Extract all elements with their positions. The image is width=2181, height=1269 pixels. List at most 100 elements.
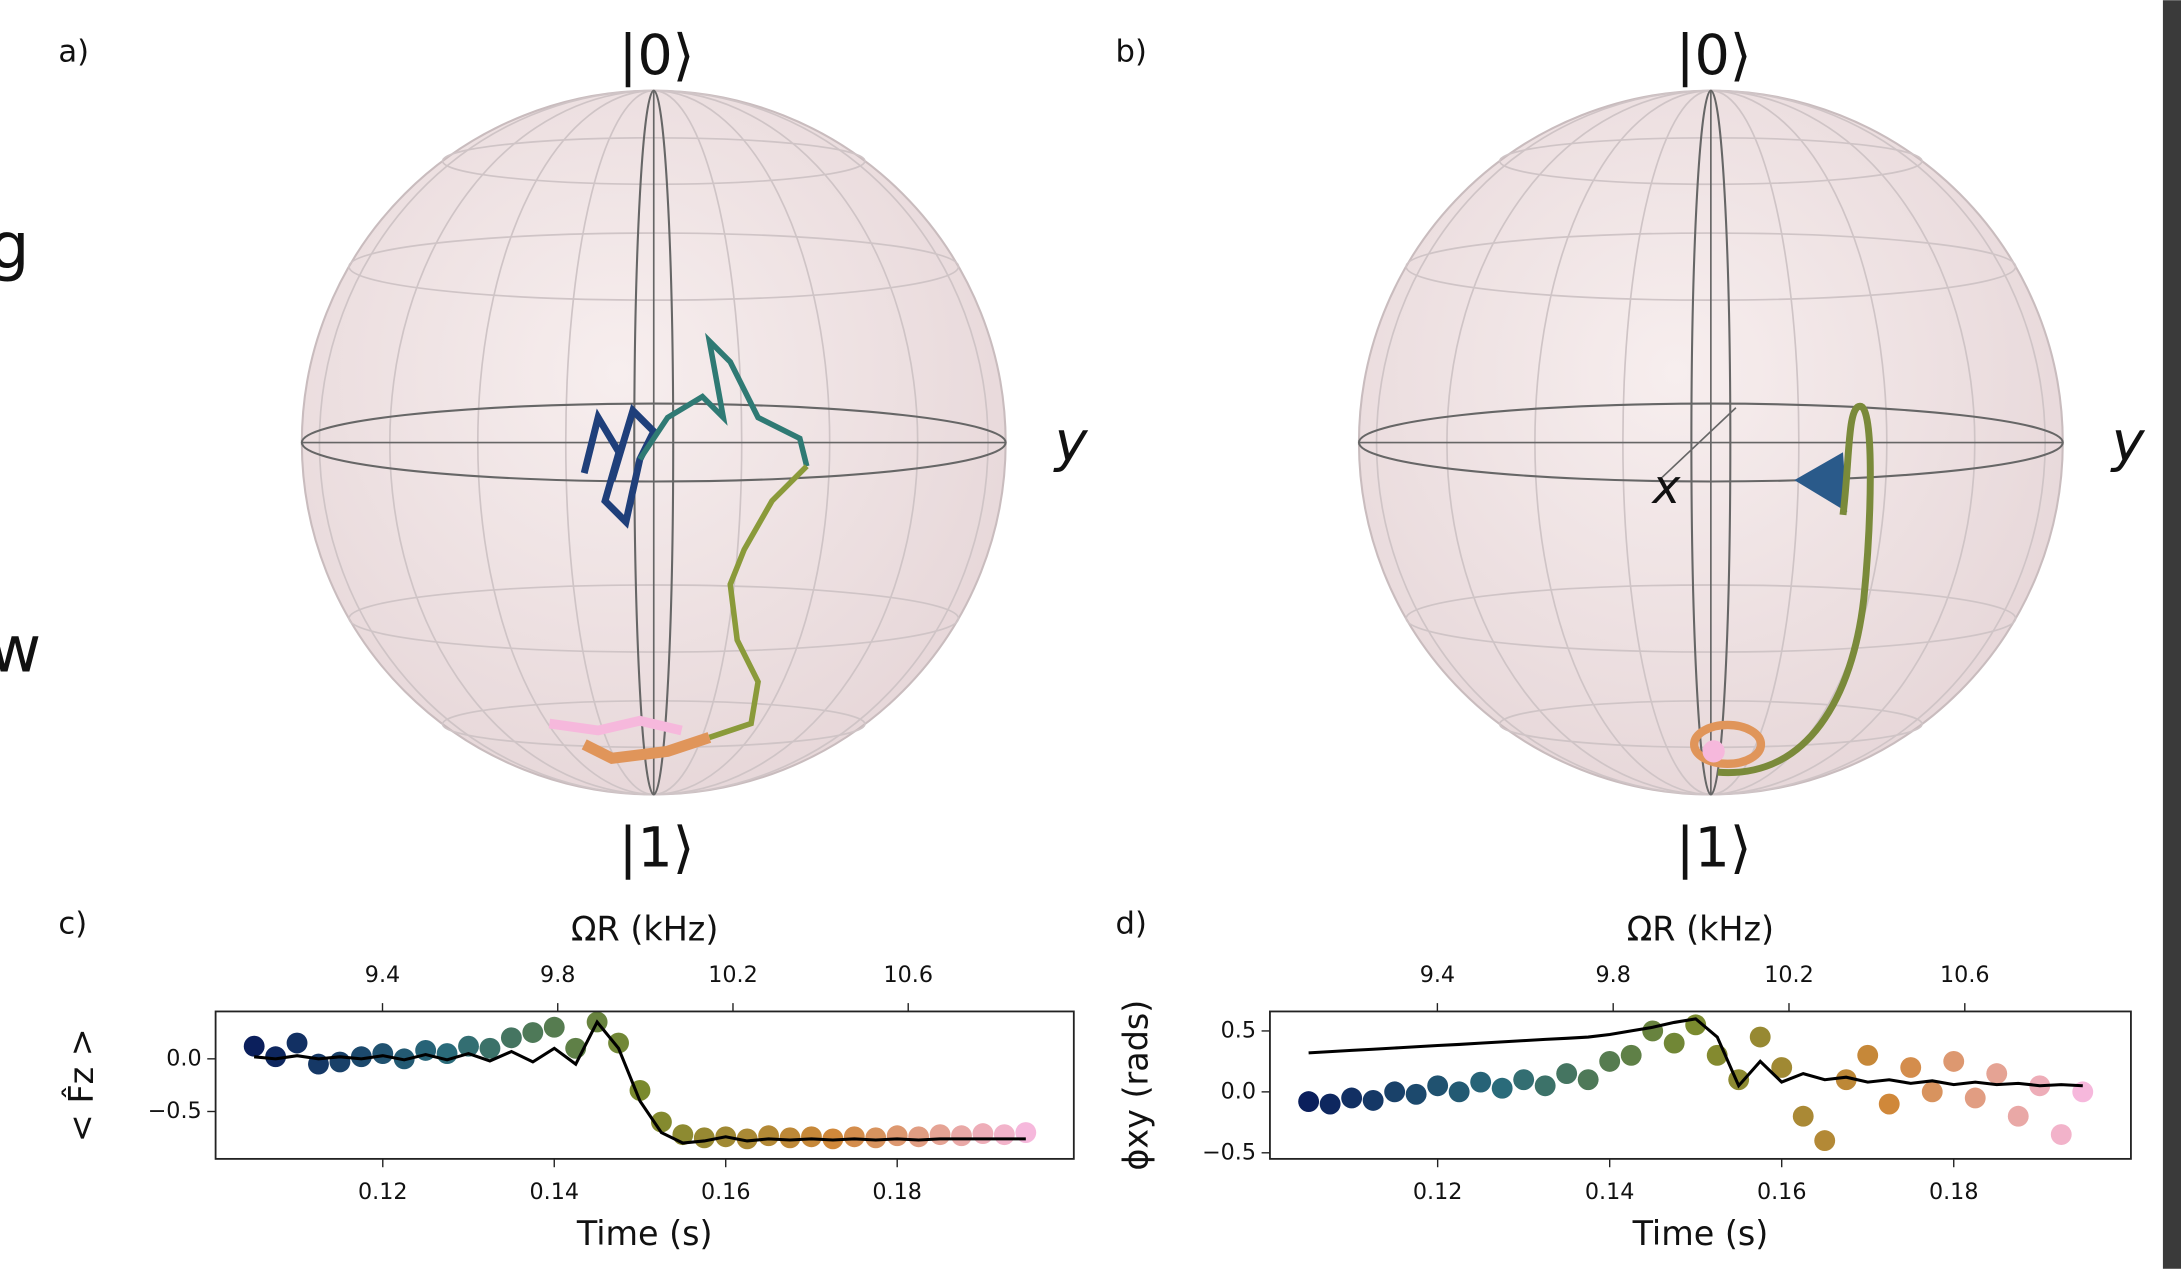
data-point	[1857, 1044, 1879, 1066]
x-tick-label: 0.12	[358, 1179, 408, 1205]
x2-tick-label: 10.2	[1764, 962, 1814, 988]
data-point	[1771, 1057, 1793, 1078]
x2-tick-label: 9.8	[1595, 962, 1630, 988]
model-line	[1308, 1017, 2083, 1089]
x-tick-label: 0.18	[1929, 1179, 1979, 1205]
x-tick-label: 0.16	[701, 1179, 751, 1205]
y-tick-label: −0.5	[148, 1098, 202, 1124]
data-point	[993, 1124, 1015, 1146]
data-point	[1663, 1032, 1685, 1054]
model-line	[253, 1019, 1026, 1145]
trajectory	[1717, 402, 1874, 776]
x2-tick-label: 9.8	[540, 962, 575, 988]
x-tick-label: 0.16	[1757, 1179, 1807, 1205]
data-point	[1491, 1077, 1513, 1099]
panel-label: d)	[1116, 907, 1147, 942]
data-point	[929, 1124, 951, 1146]
data-point	[372, 1043, 394, 1065]
data-point	[779, 1127, 801, 1149]
data-point	[1878, 1093, 1900, 1115]
data-point	[1599, 1050, 1621, 1072]
ket-one: |1⟩	[619, 816, 695, 881]
edge-text: w	[0, 614, 41, 688]
edge-text: g	[0, 210, 29, 284]
data-point	[801, 1126, 822, 1148]
trajectory	[637, 332, 810, 467]
x2-axis-label: ΩR (kHz)	[571, 909, 718, 948]
axis-x-label: x	[1650, 460, 1681, 515]
x2-axis-label: ΩR (kHz)	[1627, 909, 1774, 948]
data-point	[479, 1037, 501, 1059]
data-point	[265, 1046, 287, 1068]
data-point	[1900, 1057, 1922, 1078]
y-tick-label: 0.5	[1221, 1017, 1256, 1043]
data-point	[543, 1016, 565, 1038]
y-axis-label: ϕxy (rads)	[1116, 1000, 1155, 1171]
data-point	[1835, 1069, 1857, 1091]
data-point	[843, 1126, 865, 1148]
data-point	[1319, 1093, 1341, 1115]
plot-frame	[214, 1010, 1075, 1160]
x2-tick-label: 10.2	[708, 962, 758, 988]
panel-label: a)	[58, 35, 89, 70]
data-point	[736, 1128, 758, 1150]
trajectory	[548, 715, 683, 736]
data-point	[1470, 1071, 1492, 1093]
data-point	[1749, 1026, 1771, 1048]
data-point	[1577, 1069, 1599, 1091]
y-axis-label: < F̂z >	[61, 1028, 101, 1142]
data-point	[2007, 1105, 2029, 1127]
data-point	[865, 1127, 887, 1149]
data-point	[1427, 1075, 1449, 1097]
data-point	[1921, 1081, 1943, 1103]
data-point	[1534, 1075, 1556, 1097]
data-point	[458, 1035, 479, 1057]
data-point	[608, 1032, 629, 1054]
ket-zero: |0⟩	[1676, 23, 1752, 88]
trajectory	[1794, 452, 1848, 513]
panel-label: c)	[58, 907, 87, 942]
data-point	[1556, 1063, 1578, 1085]
data-point	[1448, 1081, 1470, 1103]
data-point	[1943, 1050, 1965, 1072]
data-point	[243, 1035, 265, 1057]
x-axis-label: Time (s)	[576, 1214, 713, 1253]
data-point	[951, 1125, 972, 1147]
data-point	[693, 1127, 715, 1149]
data-point	[1384, 1081, 1406, 1103]
plot-frame	[1269, 1010, 2132, 1160]
y-tick-label: 0.0	[166, 1045, 201, 1071]
axis-y-label: y	[2110, 409, 2146, 474]
x2-tick-label: 9.4	[1420, 962, 1455, 988]
x2-tick-label: 9.4	[365, 962, 400, 988]
data-point	[972, 1123, 994, 1145]
data-point	[1513, 1069, 1535, 1091]
data-point	[500, 1027, 522, 1049]
trajectory	[580, 403, 658, 529]
data-point	[2050, 1124, 2072, 1145]
y-tick-label: −0.5	[1202, 1139, 1256, 1165]
x2-tick-label: 10.6	[1940, 962, 1990, 988]
data-point	[286, 1032, 308, 1054]
trajectory	[1702, 740, 1725, 763]
bloch-spheres	[300, 89, 2064, 796]
data-point	[886, 1125, 908, 1147]
x-tick-label: 0.18	[872, 1179, 922, 1205]
data-point	[1341, 1087, 1363, 1109]
data-point	[1964, 1087, 1986, 1109]
data-point	[758, 1125, 780, 1147]
trajectory	[708, 464, 809, 741]
x-axis-label: Time (s)	[1632, 1214, 1769, 1253]
data-point	[1620, 1044, 1642, 1066]
data-point	[1792, 1105, 1814, 1127]
ket-zero: |0⟩	[619, 23, 695, 88]
data-point	[1362, 1089, 1384, 1111]
x-tick-label: 0.14	[529, 1179, 579, 1205]
data-point	[1298, 1091, 1320, 1113]
panel-label: b)	[1116, 35, 1147, 70]
x-axis	[1661, 407, 1737, 478]
data-point	[329, 1051, 351, 1073]
y-tick-label: 0.0	[1221, 1078, 1256, 1104]
